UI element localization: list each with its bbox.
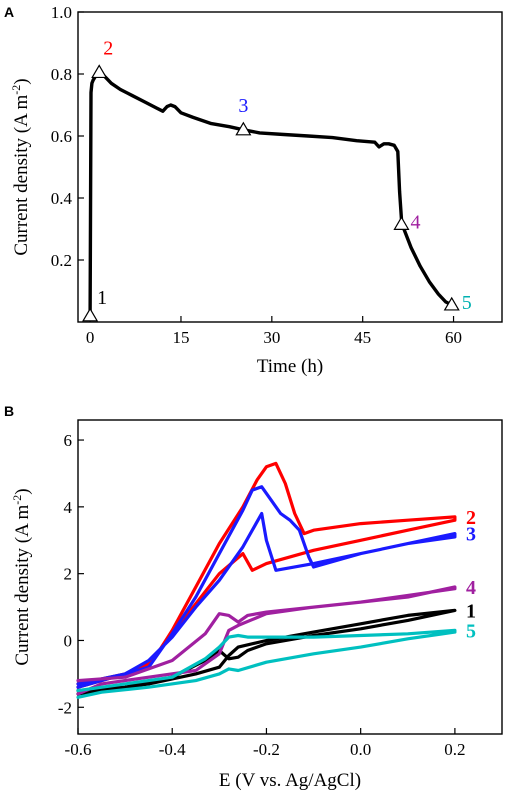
marker-label-2: 2 <box>103 37 113 59</box>
series-line-5 <box>76 628 457 699</box>
y-tick-label: -2 <box>58 698 72 717</box>
x-tick-label: 0.0 <box>350 740 371 759</box>
panel-b-y-ticks: -2 0 2 4 6 <box>58 431 84 717</box>
panel-b-frame <box>77 419 503 735</box>
x-tick-label: -0.2 <box>253 740 280 759</box>
panel-a-letter: A <box>4 4 14 20</box>
x-tick-label: 30 <box>263 328 280 347</box>
panel-a-x-ticks: 0 15 30 45 60 <box>86 316 462 347</box>
panel-a-frame <box>77 11 503 323</box>
y-tick-label: 4 <box>64 498 73 517</box>
x-tick-label: 0.2 <box>444 740 465 759</box>
marker-label-1: 1 <box>97 287 107 309</box>
marker-triangle-2 <box>91 64 108 79</box>
x-tick-label: -0.6 <box>65 740 92 759</box>
panel-a-x-axis-title: Time (h) <box>257 356 323 377</box>
panel-a-series <box>88 70 454 318</box>
y-tick-label: 6 <box>64 431 73 450</box>
panel-b-series-labels: 23 415 <box>466 507 476 643</box>
panel-b-letter: B <box>4 403 14 419</box>
series-end-label-5: 5 <box>466 620 476 642</box>
y-tick-label: 0 <box>64 631 73 650</box>
x-tick-label: -0.4 <box>159 740 186 759</box>
y-tick-label: 0.8 <box>51 65 72 84</box>
marker-triangle-5 <box>443 296 460 311</box>
marker-triangle-3 <box>235 121 252 136</box>
x-tick-label: 45 <box>354 328 371 347</box>
series-line-2 <box>76 461 457 689</box>
panel-b-x-ticks: -0.6 -0.4 -0.2 0.0 0.2 <box>65 728 466 759</box>
series-end-label-3: 3 <box>466 524 476 546</box>
marker-triangle-4 <box>393 216 410 230</box>
x-tick-label: 0 <box>86 328 95 347</box>
panel-a-y-axis-title: Current density (A m-2) <box>9 78 32 255</box>
series-line-3 <box>76 485 457 689</box>
panel-b-series <box>76 461 457 699</box>
marker-label-3: 3 <box>238 95 248 117</box>
series-line-1 <box>76 608 457 696</box>
y-tick-label: 1.0 <box>51 3 72 22</box>
panel-a-y-ticks: 0.2 0.4 0.6 0.8 1.0 <box>51 3 84 270</box>
marker-label-4: 4 <box>410 211 420 233</box>
panel-b-y-axis-title: Current density (A m-2) <box>10 488 33 665</box>
series-end-label-1: 1 <box>466 600 476 622</box>
marker-triangle-1 <box>82 307 99 322</box>
y-tick-label: 0.4 <box>51 189 73 208</box>
series-line-4 <box>76 585 457 696</box>
panel-a-markers: 1 2 3 4 5 <box>82 37 472 322</box>
x-tick-label: 15 <box>172 328 189 347</box>
x-tick-label: 60 <box>445 328 462 347</box>
series-end-label-2: 2 <box>466 507 476 529</box>
series-line-1 <box>88 70 454 318</box>
marker-label-5: 5 <box>462 292 472 314</box>
panel-b-x-axis-title: E (V vs. Ag/AgCl) <box>219 770 361 791</box>
series-end-label-4: 4 <box>466 577 476 599</box>
y-tick-label: 2 <box>64 565 73 584</box>
y-tick-label: 0.2 <box>51 251 72 270</box>
y-tick-label: 0.6 <box>51 127 72 146</box>
